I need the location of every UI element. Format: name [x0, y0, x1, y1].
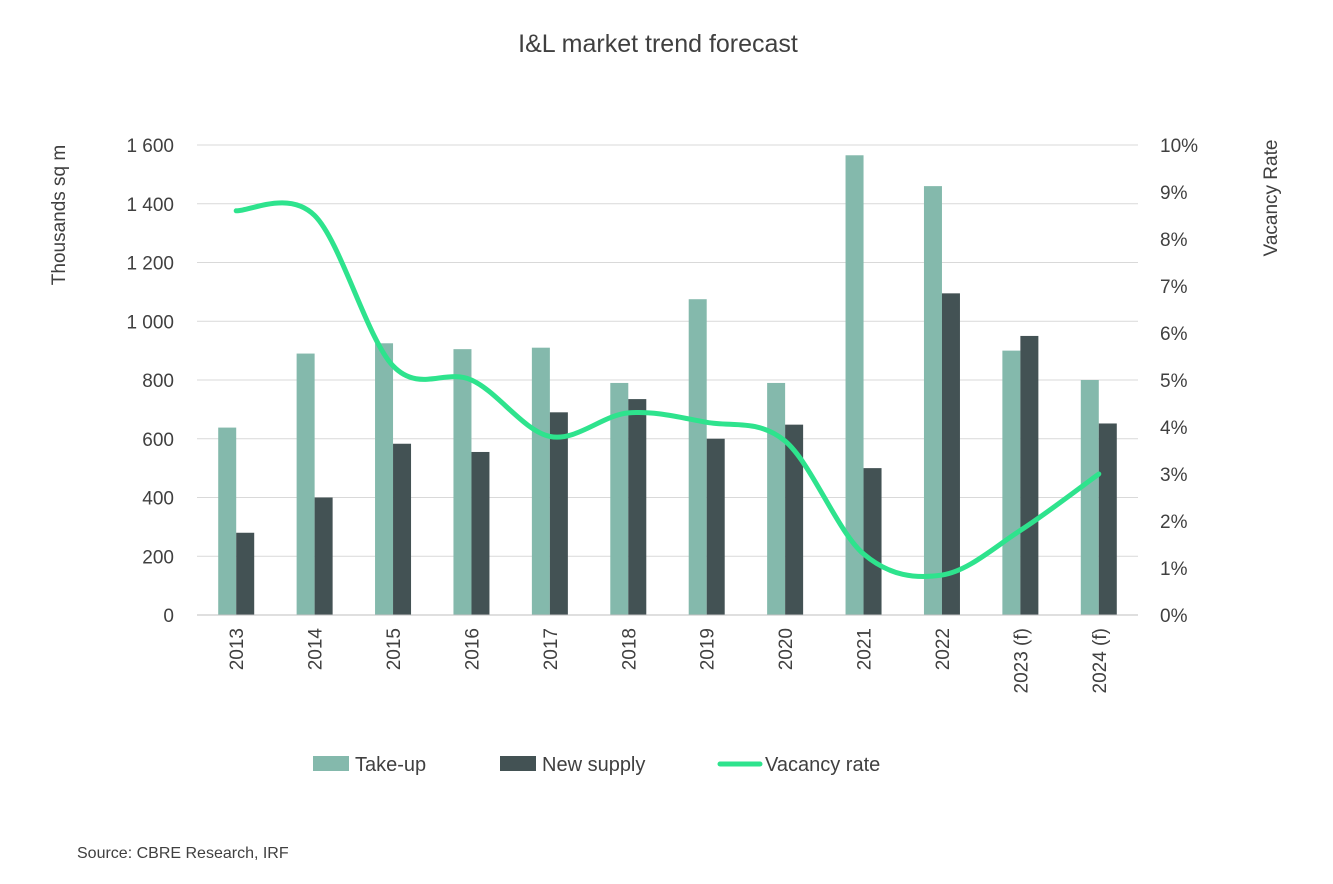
- x-tick-label: 2023 (f): [1011, 628, 1032, 693]
- bar-take-up: [767, 382, 786, 615]
- bar-new-supply: [314, 497, 333, 615]
- x-tick-label: 2015: [384, 628, 405, 670]
- x-tick-label: 2018: [619, 628, 640, 670]
- y-right-tick-label: 9%: [1160, 183, 1188, 204]
- bar-take-up: [453, 349, 472, 615]
- y-right-tick-label: 5%: [1160, 371, 1188, 392]
- legend-label-take-up: Take-up: [355, 754, 426, 776]
- x-tick-label: 2019: [698, 628, 719, 670]
- x-tick-label: 2013: [227, 628, 248, 670]
- y-right-tick-label: 6%: [1160, 324, 1188, 345]
- x-tick-label: 2020: [776, 628, 797, 670]
- y-right-tick-label: 4%: [1160, 418, 1188, 439]
- left-axis-title: Thousands sq m: [49, 145, 70, 285]
- bar-new-supply: [785, 424, 804, 615]
- y-right-tick-label: 3%: [1160, 465, 1188, 486]
- bar-take-up: [375, 343, 394, 615]
- legend: Take-up New supply Vacancy rate: [313, 754, 880, 776]
- bar-new-supply: [706, 438, 725, 615]
- source-note: Source: CBRE Research, IRF: [77, 845, 289, 862]
- bar-new-supply: [941, 293, 960, 615]
- x-axis-ticks: 2013 2014 2015 2016 2017 2018 2019 2020 2021 2022…: [227, 628, 1111, 694]
- y-tick-label: 1 400: [126, 195, 174, 216]
- right-axis-ticks: 0% 1% 2% 3% 4% 5% 6% 7% 8% 9% 10%: [1160, 136, 1198, 627]
- y-right-tick-label: 2%: [1160, 512, 1188, 533]
- bar-take-up: [1080, 380, 1099, 615]
- bar-take-up: [610, 382, 629, 615]
- right-axis-title: Vacancy Rate: [1261, 140, 1282, 257]
- x-tick-label: 2021: [855, 628, 876, 670]
- bar-take-up: [688, 299, 707, 615]
- bar-new-supply: [549, 412, 568, 615]
- x-tick-label: 2017: [541, 628, 562, 670]
- y-right-tick-label: 7%: [1160, 277, 1188, 298]
- y-right-tick-label: 10%: [1160, 136, 1198, 157]
- x-tick-label: 2016: [462, 628, 483, 670]
- bar-group: [218, 155, 1117, 615]
- legend-label-new-supply: New supply: [542, 754, 645, 776]
- chart-title: I&L market trend forecast: [518, 30, 798, 58]
- legend-swatch-take-up: [313, 756, 349, 771]
- bar-take-up: [296, 353, 315, 615]
- vacancy-rate-line: [233, 200, 1102, 579]
- x-tick-label: 2014: [306, 628, 327, 671]
- left-axis-ticks: 0 200 400 600 800 1 000 1 200 1 400 1 600: [126, 136, 174, 627]
- y-tick-label: 1 000: [126, 312, 174, 333]
- y-tick-label: 200: [142, 547, 174, 568]
- y-right-tick-label: 1%: [1160, 559, 1188, 580]
- bar-new-supply: [628, 399, 647, 615]
- bar-new-supply: [863, 468, 882, 615]
- bar-take-up: [923, 186, 942, 615]
- y-tick-label: 1 200: [126, 254, 174, 275]
- bar-new-supply: [236, 532, 255, 615]
- bar-new-supply: [393, 443, 412, 615]
- y-tick-label: 800: [142, 371, 174, 392]
- bar-take-up: [1002, 350, 1021, 615]
- y-tick-label: 600: [142, 430, 174, 451]
- y-tick-label: 0: [163, 606, 174, 627]
- legend-swatch-new-supply: [500, 756, 536, 771]
- x-tick-label: 2024 (f): [1090, 628, 1111, 693]
- legend-label-vacancy-rate: Vacancy rate: [765, 754, 880, 776]
- bar-new-supply: [1020, 335, 1039, 615]
- y-tick-label: 1 600: [126, 136, 174, 157]
- y-right-tick-label: 8%: [1160, 230, 1188, 251]
- bar-take-up: [218, 427, 237, 615]
- bar-take-up: [845, 155, 864, 615]
- x-tick-label: 2022: [933, 628, 954, 670]
- y-tick-label: 400: [142, 489, 174, 510]
- y-right-tick-label: 0%: [1160, 606, 1188, 627]
- bar-take-up: [531, 347, 550, 615]
- bar-new-supply: [471, 451, 490, 615]
- gridlines: [197, 144, 1138, 557]
- bar-new-supply: [1098, 423, 1117, 615]
